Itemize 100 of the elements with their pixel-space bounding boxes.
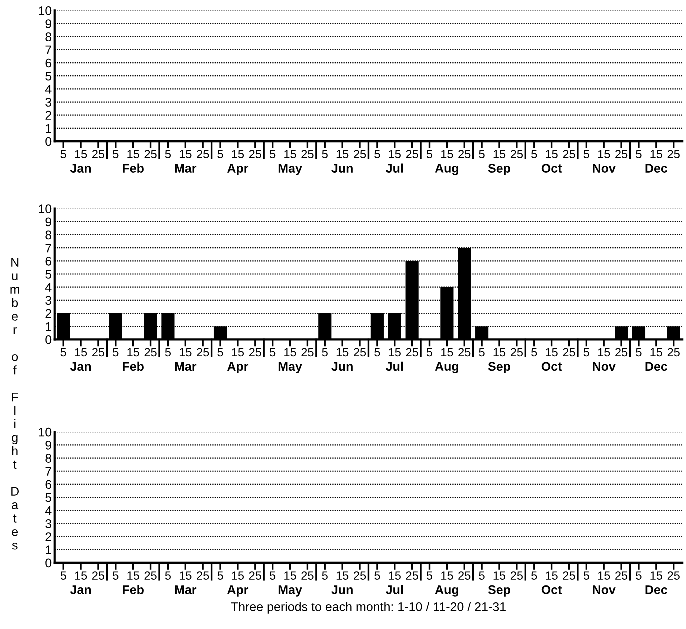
y-tick-label: 4 bbox=[45, 85, 52, 94]
text: Dec bbox=[646, 164, 668, 173]
y-tick-label: 9 bbox=[46, 20, 52, 28]
x-tick-label: 15 bbox=[284, 572, 296, 580]
x-tick-label: 5 bbox=[322, 150, 328, 159]
text: Jan bbox=[70, 362, 92, 372]
text: Feb bbox=[123, 362, 144, 372]
text: May bbox=[278, 164, 302, 176]
x-tick-label: 15 bbox=[128, 572, 140, 580]
text: Jul bbox=[386, 585, 404, 594]
x-tick-label: 25 bbox=[458, 348, 471, 357]
x-tick-label: 5 bbox=[584, 572, 590, 580]
y-tick-label: 8 bbox=[46, 32, 52, 42]
text: Jun bbox=[332, 164, 353, 173]
y-tick-label: 8 bbox=[46, 230, 52, 240]
text: Oct bbox=[542, 362, 562, 372]
x-tick-label: 25 bbox=[144, 150, 157, 159]
x-tick-label: 25 bbox=[92, 572, 105, 580]
y-tick-label: 3 bbox=[46, 520, 52, 528]
x-tick-label: 15 bbox=[494, 150, 506, 159]
x-axis-title: Three periods to each month: 1-10 / 11-20 / 21-31 bbox=[231, 602, 506, 614]
x-tick-label: 5 bbox=[374, 150, 380, 159]
y-tick-label: 3 bbox=[46, 98, 52, 107]
y-tick-label: 2 bbox=[46, 309, 52, 318]
x-tick-label: 15 bbox=[598, 572, 610, 580]
x-tick-label: 15 bbox=[75, 150, 88, 159]
x-tick-label: 5 bbox=[218, 572, 224, 580]
x-tick-label: 15 bbox=[75, 348, 88, 357]
x-tick-label: 5 bbox=[374, 348, 380, 357]
x-tick-label: 25 bbox=[197, 572, 210, 580]
x-tick-label: 15 bbox=[232, 348, 244, 357]
x-tick-label: 25 bbox=[92, 348, 105, 357]
x-tick-label: 25 bbox=[510, 572, 523, 580]
y-tick-label: 6 bbox=[46, 256, 52, 266]
text: Nov bbox=[593, 164, 616, 173]
x-tick-label: 5 bbox=[426, 572, 433, 580]
x-tick-label: 15 bbox=[546, 572, 558, 580]
x-tick-label: 25 bbox=[406, 150, 418, 159]
text: Nov bbox=[593, 586, 616, 594]
x-tick-label: 5 bbox=[60, 572, 66, 580]
x-tick-label: 5 bbox=[113, 348, 119, 357]
text: Nov bbox=[593, 362, 616, 372]
x-tick-label: 15 bbox=[180, 150, 192, 159]
x-tick-label: 25 bbox=[616, 348, 628, 357]
text: Number of Flight Dates bbox=[10, 258, 20, 550]
x-tick-label: 5 bbox=[113, 150, 119, 159]
text: Sep bbox=[488, 586, 510, 597]
text: Jan bbox=[70, 164, 92, 173]
x-tick-label: 25 bbox=[197, 348, 210, 357]
x-tick-label: 25 bbox=[249, 150, 262, 159]
x-tick-label: 25 bbox=[668, 150, 680, 159]
x-tick-label: 5 bbox=[426, 348, 433, 357]
text: Mar bbox=[175, 362, 197, 372]
x-tick-label: 5 bbox=[479, 572, 485, 580]
x-tick-label: 25 bbox=[302, 348, 314, 357]
text: Oct bbox=[542, 164, 562, 173]
text: Jul bbox=[386, 362, 404, 372]
text: Mar bbox=[175, 586, 197, 594]
x-tick-label: 15 bbox=[442, 348, 454, 357]
x-tick-label: 25 bbox=[197, 150, 210, 159]
x-tick-label: 5 bbox=[270, 572, 276, 580]
y-tick-label: 10 bbox=[39, 204, 52, 214]
text: May bbox=[278, 586, 302, 597]
x-tick-label: 5 bbox=[270, 150, 276, 159]
x-tick-label: 25 bbox=[249, 572, 262, 580]
x-tick-label: 25 bbox=[144, 348, 157, 357]
x-tick-label: 5 bbox=[584, 150, 590, 159]
x-tick-label: 5 bbox=[322, 348, 328, 357]
text: Jan bbox=[70, 586, 92, 594]
x-tick-label: 25 bbox=[354, 348, 366, 357]
x-tick-label: 15 bbox=[180, 348, 192, 357]
x-tick-label: 15 bbox=[494, 348, 506, 357]
x-tick-label: 15 bbox=[546, 348, 558, 357]
x-tick-label: 25 bbox=[616, 150, 628, 159]
text: Feb bbox=[123, 585, 144, 594]
text: Apr bbox=[228, 164, 249, 176]
y-tick-label: 6 bbox=[46, 58, 52, 68]
y-tick-label: 5 bbox=[46, 270, 52, 279]
x-tick-label: 15 bbox=[442, 572, 454, 580]
x-tick-label: 15 bbox=[232, 150, 244, 159]
text: Oct bbox=[542, 586, 562, 594]
text: Aug bbox=[435, 164, 458, 176]
y-tick-label: 6 bbox=[46, 480, 52, 490]
y-tick-label: 1 bbox=[46, 124, 52, 133]
y-tick-label: 7 bbox=[46, 244, 52, 253]
y-tick-label: 5 bbox=[46, 493, 52, 502]
text: Aug bbox=[435, 362, 458, 374]
x-tick-label: 5 bbox=[426, 150, 433, 159]
text: Sep bbox=[488, 362, 510, 374]
x-tick-label: 15 bbox=[389, 572, 401, 580]
x-tick-label: 5 bbox=[322, 572, 328, 580]
y-tick-label: 8 bbox=[46, 454, 52, 463]
x-tick-label: 15 bbox=[128, 348, 140, 357]
x-tick-label: 5 bbox=[113, 572, 119, 580]
x-tick-label: 25 bbox=[249, 348, 262, 357]
y-tick-label: 4 bbox=[45, 506, 52, 516]
y-tick-label: 3 bbox=[46, 296, 52, 306]
x-tick-label: 25 bbox=[458, 572, 471, 580]
x-tick-label: 25 bbox=[510, 150, 523, 159]
text: Jun bbox=[332, 362, 353, 372]
